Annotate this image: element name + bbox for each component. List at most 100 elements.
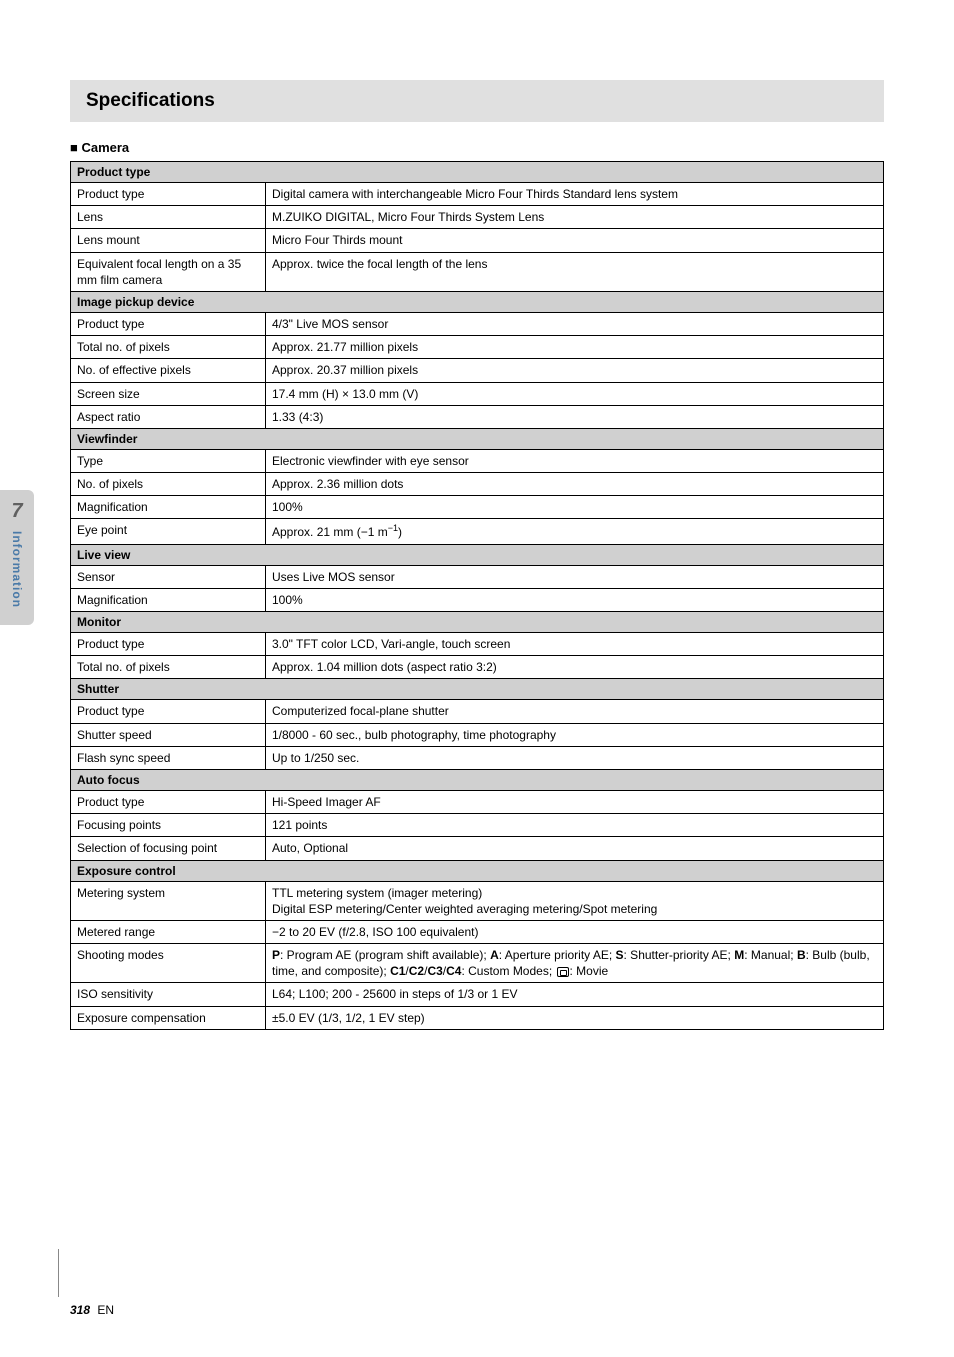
spec-value: ±5.0 EV (1/3, 1/2, 1 EV step) <box>266 1006 884 1029</box>
spec-value: 17.4 mm (H) × 13.0 mm (V) <box>266 382 884 405</box>
spec-value: Electronic viewfinder with eye sensor <box>266 449 884 472</box>
spec-label: Equivalent focal length on a 35 mm film … <box>71 252 266 291</box>
side-tab: 7 Information <box>0 490 34 625</box>
table-row: Metering systemTTL metering system (imag… <box>71 881 884 920</box>
table-row: No. of effective pixelsApprox. 20.37 mil… <box>71 359 884 382</box>
table-row: Product type3.0" TFT color LCD, Vari-ang… <box>71 633 884 656</box>
table-row: Lens mountMicro Four Thirds mount <box>71 229 884 252</box>
spec-label: Magnification <box>71 588 266 611</box>
table-row: LensM.ZUIKO DIGITAL, Micro Four Thirds S… <box>71 206 884 229</box>
spec-value: 4/3" Live MOS sensor <box>266 312 884 335</box>
table-row: Magnification100% <box>71 588 884 611</box>
table-row: Product typeHi-Speed Imager AF <box>71 790 884 813</box>
table-row: Magnification100% <box>71 496 884 519</box>
footer-rule <box>58 1249 59 1297</box>
table-row: Shooting modesP: Program AE (program shi… <box>71 944 884 983</box>
spec-value: TTL metering system (imager metering)Dig… <box>266 881 884 920</box>
page-lang: EN <box>97 1303 114 1317</box>
spec-label: Shutter speed <box>71 723 266 746</box>
table-row: TypeElectronic viewfinder with eye senso… <box>71 449 884 472</box>
spec-label: Product type <box>71 633 266 656</box>
spec-value: Approx. 20.37 million pixels <box>266 359 884 382</box>
spec-value: Up to 1/250 sec. <box>266 746 884 769</box>
section-header: Live view <box>71 544 884 565</box>
spec-label: Lens mount <box>71 229 266 252</box>
spec-label: Screen size <box>71 382 266 405</box>
table-row: Product typeComputerized focal-plane shu… <box>71 700 884 723</box>
spec-value: Approx. 1.04 million dots (aspect ratio … <box>266 656 884 679</box>
spec-value: Uses Live MOS sensor <box>266 565 884 588</box>
title-bar: Specifications <box>70 80 884 122</box>
spec-label: Eye point <box>71 519 266 544</box>
section-header: Exposure control <box>71 860 884 881</box>
spec-label: Metering system <box>71 881 266 920</box>
spec-value: Micro Four Thirds mount <box>266 229 884 252</box>
table-row: Screen size17.4 mm (H) × 13.0 mm (V) <box>71 382 884 405</box>
page-number: 318 <box>70 1303 90 1317</box>
spec-label: No. of pixels <box>71 473 266 496</box>
spec-label: Lens <box>71 206 266 229</box>
spec-label: Flash sync speed <box>71 746 266 769</box>
spec-label: Total no. of pixels <box>71 336 266 359</box>
page-title: Specifications <box>86 90 868 112</box>
section-header: Auto focus <box>71 769 884 790</box>
spec-label: Product type <box>71 312 266 335</box>
spec-value: Computerized focal-plane shutter <box>266 700 884 723</box>
sub-heading-camera: ■ Camera <box>70 140 884 155</box>
spec-value: 1/8000 - 60 sec., bulb photography, time… <box>266 723 884 746</box>
spec-label: Focusing points <box>71 814 266 837</box>
spec-table: Product typeProduct typeDigital camera w… <box>70 161 884 1030</box>
spec-label: Product type <box>71 700 266 723</box>
table-row: Shutter speed1/8000 - 60 sec., bulb phot… <box>71 723 884 746</box>
spec-label: Type <box>71 449 266 472</box>
spec-label: Product type <box>71 183 266 206</box>
table-row: No. of pixelsApprox. 2.36 million dots <box>71 473 884 496</box>
spec-label: Metered range <box>71 920 266 943</box>
spec-value: Approx. twice the focal length of the le… <box>266 252 884 291</box>
spec-label: Exposure compensation <box>71 1006 266 1029</box>
spec-value: L64; L100; 200 - 25600 in steps of 1/3 o… <box>266 983 884 1006</box>
section-header: Product type <box>71 162 884 183</box>
spec-label: Selection of focusing point <box>71 837 266 860</box>
table-row: Equivalent focal length on a 35 mm film … <box>71 252 884 291</box>
table-row: Selection of focusing pointAuto, Optiona… <box>71 837 884 860</box>
table-row: ISO sensitivityL64; L100; 200 - 25600 in… <box>71 983 884 1006</box>
table-row: Flash sync speedUp to 1/250 sec. <box>71 746 884 769</box>
side-tab-number: 7 <box>0 500 34 523</box>
spec-value: 100% <box>266 496 884 519</box>
table-row: Exposure compensation±5.0 EV (1/3, 1/2, … <box>71 1006 884 1029</box>
table-row: SensorUses Live MOS sensor <box>71 565 884 588</box>
spec-value: 3.0" TFT color LCD, Vari-angle, touch sc… <box>266 633 884 656</box>
side-tab-label: Information <box>10 531 24 608</box>
spec-label: Product type <box>71 790 266 813</box>
spec-value: Approx. 2.36 million dots <box>266 473 884 496</box>
footer: 318 EN <box>70 1303 114 1317</box>
table-row: Metered range−2 to 20 EV (f/2.8, ISO 100… <box>71 920 884 943</box>
spec-label: ISO sensitivity <box>71 983 266 1006</box>
spec-value: M.ZUIKO DIGITAL, Micro Four Thirds Syste… <box>266 206 884 229</box>
spec-value: Approx. 21.77 million pixels <box>266 336 884 359</box>
spec-value: 1.33 (4:3) <box>266 405 884 428</box>
spec-value: −2 to 20 EV (f/2.8, ISO 100 equivalent) <box>266 920 884 943</box>
spec-value: Auto, Optional <box>266 837 884 860</box>
spec-value: 100% <box>266 588 884 611</box>
spec-value: P: Program AE (program shift available);… <box>266 944 884 983</box>
spec-value: 121 points <box>266 814 884 837</box>
table-row: Focusing points121 points <box>71 814 884 837</box>
spec-label: Magnification <box>71 496 266 519</box>
spec-value: Approx. 21 mm (−1 m−1) <box>266 519 884 544</box>
table-row: Total no. of pixelsApprox. 1.04 million … <box>71 656 884 679</box>
table-row: Product type4/3" Live MOS sensor <box>71 312 884 335</box>
page: 7 Information Specifications ■ Camera Pr… <box>0 0 954 1357</box>
movie-icon <box>557 967 569 977</box>
table-row: Total no. of pixelsApprox. 21.77 million… <box>71 336 884 359</box>
spec-value: Hi-Speed Imager AF <box>266 790 884 813</box>
section-header: Monitor <box>71 612 884 633</box>
section-header: Viewfinder <box>71 428 884 449</box>
spec-label: Shooting modes <box>71 944 266 983</box>
section-header: Image pickup device <box>71 291 884 312</box>
table-row: Eye pointApprox. 21 mm (−1 m−1) <box>71 519 884 544</box>
section-header: Shutter <box>71 679 884 700</box>
spec-label: Sensor <box>71 565 266 588</box>
table-row: Aspect ratio1.33 (4:3) <box>71 405 884 428</box>
